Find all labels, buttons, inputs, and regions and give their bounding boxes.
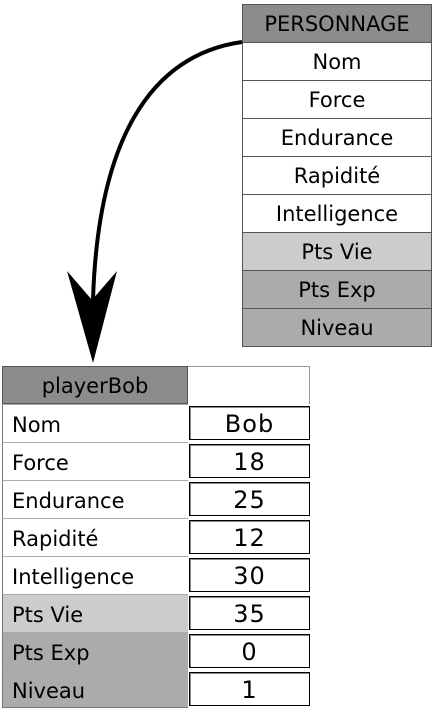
class-attribute-rapidite: Rapidité [243,156,431,194]
class-attribute-endurance: Endurance [243,118,431,156]
instance-row-nom: Nom Bob [2,404,312,442]
class-attribute-pts-vie: Pts Vie [243,232,431,270]
instance-row-pts-vie: Pts Vie 35 [2,594,312,632]
instance-table-header-blank [188,366,310,404]
class-table-title: PERSONNAGE [243,4,431,42]
instance-row-rapidite: Rapidité 12 [2,518,312,556]
instance-value-niveau[interactable]: 1 [189,672,310,706]
arrow-curve [91,40,243,301]
instance-label-intelligence: Intelligence [2,556,188,594]
instance-row-force: Force 18 [2,442,312,480]
instance-row-niveau: Niveau 1 [2,670,312,708]
instance-row-endurance: Endurance 25 [2,480,312,518]
instance-label-force: Force [2,442,188,480]
instance-label-nom: Nom [2,404,188,442]
instance-row-pts-exp: Pts Exp 0 [2,632,312,670]
instance-label-rapidite: Rapidité [2,518,188,556]
instance-value-nom[interactable]: Bob [189,406,310,440]
instance-value-pts-exp[interactable]: 0 [189,634,310,668]
instance-label-pts-vie: Pts Vie [2,594,188,632]
instance-row-intelligence: Intelligence 30 [2,556,312,594]
class-attribute-niveau: Niveau [243,308,431,346]
instance-label-endurance: Endurance [2,480,188,518]
arrow-head-icon [67,271,117,363]
instance-label-niveau: Niveau [2,670,188,708]
instance-value-force[interactable]: 18 [189,444,310,478]
instance-value-endurance[interactable]: 25 [189,482,310,516]
instance-value-pts-vie[interactable]: 35 [189,596,310,630]
instance-value-rapidite[interactable]: 12 [189,520,310,554]
instance-label-pts-exp: Pts Exp [2,632,188,670]
class-attribute-force: Force [243,80,431,118]
instance-table: Nom Bob Force 18 Endurance 25 Rapidité 1… [2,404,312,708]
class-attribute-nom: Nom [243,42,431,80]
class-table-personnage: PERSONNAGE Nom Force Endurance Rapidité … [242,4,432,347]
instance-table-title: playerBob [2,366,188,404]
instance-value-intelligence[interactable]: 30 [189,558,310,592]
class-attribute-intelligence: Intelligence [243,194,431,232]
class-attribute-pts-exp: Pts Exp [243,270,431,308]
